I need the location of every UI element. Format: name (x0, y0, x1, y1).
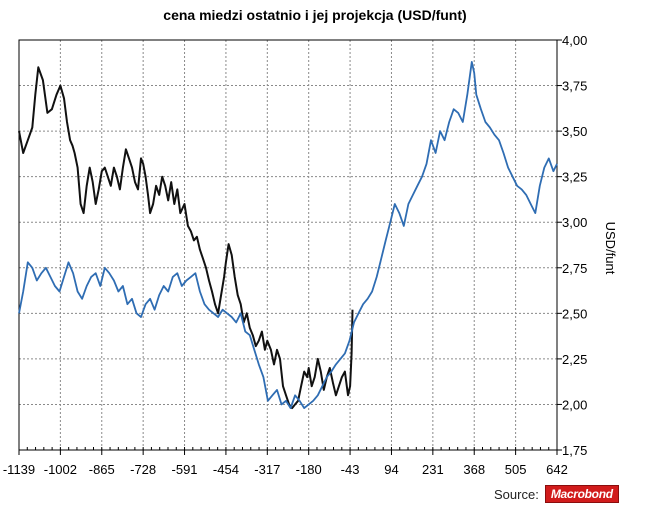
source-label: Source: (494, 486, 539, 502)
macrobond-logo: Macrobond (544, 485, 619, 503)
y-tick-label: 3,75 (562, 79, 587, 94)
x-axis: -1139 -1002 -865 -728 -591 -454 -317 -180 -43 94 2… (3, 447, 568, 477)
x-tick-label: -1002 (44, 462, 77, 477)
x-tick-label: -1139 (3, 462, 35, 477)
y-tick-label: 4,00 (562, 33, 587, 48)
chart-title: cena miedzi ostatnio i jej projekcja (US… (163, 7, 466, 23)
x-tick-label: 505 (505, 462, 527, 477)
y-tick-label: 2,75 (562, 261, 587, 276)
x-tick-label: 94 (384, 462, 398, 477)
y-tick-label: 3,25 (562, 170, 587, 185)
x-tick-label: -591 (172, 462, 198, 477)
series-line-projection (18, 61, 558, 410)
x-tick-label: -317 (254, 462, 280, 477)
x-tick-label: -43 (341, 462, 360, 477)
x-tick-label: -180 (296, 462, 322, 477)
y-axis: 4,00 3,75 3,50 3,25 3,00 2,75 2,50 2,25 2,00 1,75 (557, 33, 587, 458)
series-layer (18, 61, 558, 410)
x-tick-label: -865 (89, 462, 115, 477)
x-tick-label: 642 (546, 462, 568, 477)
y-tick-label: 3,50 (562, 124, 587, 139)
y-tick-label: 2,50 (562, 306, 587, 321)
source-attribution: Source: Macrobond (494, 485, 619, 503)
y-axis-label: USD/funt (603, 222, 618, 275)
x-tick-label: 368 (463, 462, 485, 477)
x-tick-label: 231 (422, 462, 444, 477)
x-tick-label: -454 (213, 462, 239, 477)
grid (18, 39, 558, 451)
y-tick-label: 3,00 (562, 215, 587, 230)
x-tick-label: -728 (130, 462, 156, 477)
y-tick-label: 1,75 (562, 443, 587, 458)
y-tick-label: 2,00 (562, 397, 587, 412)
series-line-recent-price (18, 66, 354, 410)
plot-frame (18, 39, 558, 451)
y-tick-label: 2,25 (562, 352, 587, 367)
